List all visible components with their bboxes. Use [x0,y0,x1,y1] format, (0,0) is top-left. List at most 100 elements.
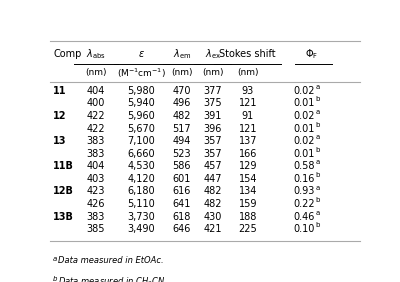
Text: 4,530: 4,530 [128,161,155,171]
Text: 383: 383 [87,149,105,159]
Text: 159: 159 [238,199,257,209]
Text: 457: 457 [204,161,222,171]
Text: 357: 357 [204,149,222,159]
Text: Comp: Comp [53,49,82,60]
Text: 423: 423 [87,186,105,197]
Text: a: a [316,159,320,165]
Text: $\varepsilon$: $\varepsilon$ [138,49,145,60]
Text: b: b [316,96,320,102]
Text: 7,100: 7,100 [128,136,155,146]
Text: 385: 385 [87,224,105,234]
Text: 517: 517 [172,124,191,133]
Text: 5,960: 5,960 [128,111,155,121]
Text: 5,940: 5,940 [128,98,155,108]
Text: 225: 225 [238,224,257,234]
Text: Data measured in CH$_3$CN.: Data measured in CH$_3$CN. [58,276,167,282]
Text: 383: 383 [87,136,105,146]
Text: 482: 482 [204,186,222,197]
Text: 391: 391 [204,111,222,121]
Text: 0.01: 0.01 [294,98,315,108]
Text: 0.93: 0.93 [294,186,315,197]
Text: 616: 616 [172,186,191,197]
Text: 4,120: 4,120 [128,174,155,184]
Text: 0.10: 0.10 [294,224,315,234]
Text: Stokes shift: Stokes shift [220,49,276,60]
Text: 0.02: 0.02 [294,111,315,121]
Text: a: a [316,210,320,216]
Text: 0.46: 0.46 [294,212,315,222]
Text: 134: 134 [238,186,257,197]
Text: b: b [316,172,320,178]
Text: 377: 377 [204,86,222,96]
Text: 6,660: 6,660 [128,149,155,159]
Text: 5,110: 5,110 [128,199,155,209]
Text: 404: 404 [87,86,105,96]
Text: 6,180: 6,180 [128,186,155,197]
Text: 129: 129 [238,161,257,171]
Text: (nm): (nm) [85,69,107,78]
Text: 121: 121 [238,98,257,108]
Text: 188: 188 [238,212,257,222]
Text: 0.58: 0.58 [294,161,315,171]
Text: b: b [316,122,320,127]
Text: 137: 137 [238,136,257,146]
Text: 375: 375 [204,98,222,108]
Text: 422: 422 [86,111,105,121]
Text: 646: 646 [172,224,191,234]
Text: 166: 166 [238,149,257,159]
Text: 396: 396 [204,124,222,133]
Text: $\lambda_{\rm em}$: $\lambda_{\rm em}$ [172,48,191,61]
Text: Data measured in EtOAc.: Data measured in EtOAc. [58,256,163,265]
Text: 121: 121 [238,124,257,133]
Text: 496: 496 [172,98,191,108]
Text: (nm): (nm) [202,69,224,78]
Text: 357: 357 [204,136,222,146]
Text: 93: 93 [242,86,254,96]
Text: 5,670: 5,670 [128,124,155,133]
Text: 421: 421 [204,224,222,234]
Text: 13: 13 [53,136,66,146]
Text: b: b [53,276,58,282]
Text: 0.16: 0.16 [294,174,315,184]
Text: 5,980: 5,980 [128,86,155,96]
Text: 404: 404 [87,161,105,171]
Text: b: b [316,197,320,203]
Text: $\lambda_{\rm abs}$: $\lambda_{\rm abs}$ [86,48,106,61]
Text: 586: 586 [172,161,191,171]
Text: 0.01: 0.01 [294,149,315,159]
Text: 11: 11 [53,86,66,96]
Text: 601: 601 [172,174,191,184]
Text: 3,730: 3,730 [128,212,155,222]
Text: 403: 403 [87,174,105,184]
Text: (M$^{-1}$cm$^{-1}$): (M$^{-1}$cm$^{-1}$) [117,66,166,80]
Text: 618: 618 [172,212,191,222]
Text: 91: 91 [242,111,254,121]
Text: 470: 470 [172,86,191,96]
Text: a: a [316,84,320,90]
Text: b: b [316,147,320,153]
Text: 482: 482 [172,111,191,121]
Text: 426: 426 [87,199,105,209]
Text: 383: 383 [87,212,105,222]
Text: $\Phi_{\rm F}$: $\Phi_{\rm F}$ [305,48,318,61]
Text: 3,490: 3,490 [128,224,155,234]
Text: (nm): (nm) [171,69,192,78]
Text: 12: 12 [53,111,66,121]
Text: $\lambda_{\rm ex}$: $\lambda_{\rm ex}$ [205,48,221,61]
Text: a: a [316,185,320,191]
Text: (nm): (nm) [237,69,258,78]
Text: a: a [53,256,57,262]
Text: a: a [316,134,320,140]
Text: 494: 494 [172,136,191,146]
Text: 13B: 13B [53,212,74,222]
Text: 12B: 12B [53,186,74,197]
Text: 0.01: 0.01 [294,124,315,133]
Text: 400: 400 [87,98,105,108]
Text: b: b [316,222,320,228]
Text: 0.02: 0.02 [294,136,315,146]
Text: 523: 523 [172,149,191,159]
Text: 482: 482 [204,199,222,209]
Text: 11B: 11B [53,161,74,171]
Text: 430: 430 [204,212,222,222]
Text: 0.22: 0.22 [293,199,315,209]
